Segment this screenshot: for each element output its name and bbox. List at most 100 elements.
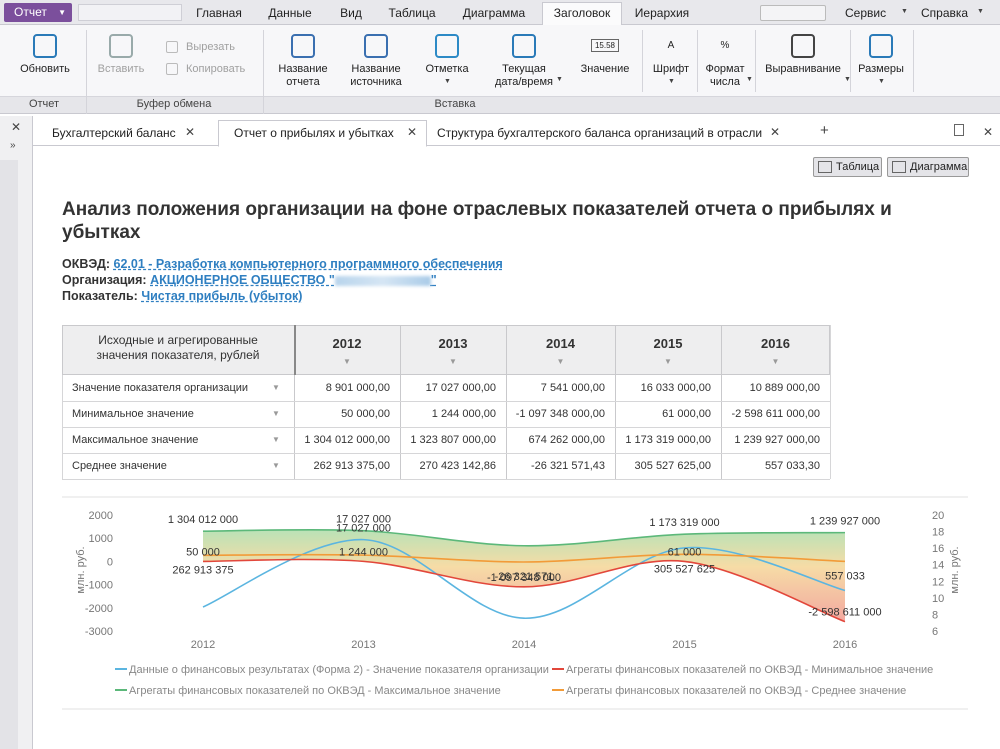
legend-entry: Данные о финансовых результатах (Форма 2… [129,664,549,676]
ribbon-group-label: Отчет [28,98,60,110]
field-link[interactable]: " [430,273,437,287]
filter-icon[interactable]: ▼ [343,357,351,366]
menu-tab[interactable]: Данные [268,6,312,20]
menu-tab[interactable]: Иерархия [634,6,690,20]
ribbon-button[interactable]: Вставить [97,63,145,75]
menu-tab[interactable]: Заголовок [553,6,611,20]
small-icon [166,41,178,53]
table-cell: 50 000,00 [341,408,390,420]
ribbon-button[interactable]: Значение [580,63,630,75]
ribbon-button[interactable]: Выравнивание [765,63,841,75]
series-line [202,558,846,623]
row-line [62,453,830,454]
ribbon-button[interactable]: Отметка [425,63,469,75]
doc-tab[interactable]: Отчет о прибылях и убытках [234,126,394,140]
ribbon-button[interactable]: Шрифт [652,63,690,75]
view-button-label: Диаграмма [910,161,968,173]
table-cell: Значение показателя организации [72,382,249,394]
tab-close[interactable]: ✕ [770,125,781,139]
column-header: 2016 [761,336,790,351]
group-separator [86,30,87,114]
doc-tab[interactable]: Структура бухгалтерского баланса организ… [437,126,763,140]
data-label: -1 097 348 000 [487,572,561,584]
report-menu-button[interactable]: Отчет ▼ [4,3,72,22]
view-button[interactable]: Диаграмма [887,157,969,177]
dropdown-arrow: ▼ [844,76,851,83]
table-cell: -26 321 571,43 [530,460,605,472]
field-link[interactable]: Чистая прибыль (убыток) [141,289,303,303]
col-separator [506,325,507,479]
ribbon-group-label: Буфер обмена [136,98,212,110]
close-all[interactable]: ✕ [983,125,994,139]
column-header: 2012 [332,336,362,351]
quick-access [78,4,182,21]
report-title: Анализ положения организации на фоне отр… [62,199,892,243]
y2-tick-label: 16 [932,543,944,555]
menu-tab[interactable]: Диаграмма [462,6,526,20]
ribbon-button[interactable]: Копировать [186,63,246,75]
filter-icon[interactable]: ▼ [272,461,280,470]
nav-buttons [760,5,826,21]
table-cell: 305 527 625,00 [634,460,711,472]
data-label: -2 598 611 000 [808,607,881,619]
table-cell: 1 173 319 000,00 [625,434,711,446]
ribbon-button[interactable]: Название источника [350,63,402,88]
tab-menu[interactable] [954,124,964,136]
data-label: 1 239 927 000 [810,516,880,528]
dropdown-arrow: ▼ [901,8,908,15]
doc-tab[interactable]: Бухгалтерский баланс [52,126,176,140]
button-icon [869,34,893,58]
group-separator [697,30,698,92]
filter-icon[interactable]: ▼ [556,357,565,366]
ribbon-button[interactable]: Обновить [20,63,70,75]
button-icon: % [720,40,730,51]
group-separator [850,30,851,92]
table-cell: 61 000,00 [662,408,711,420]
ribbon-button[interactable]: Вырезать [186,41,235,53]
button-icon [33,34,57,58]
y2-tick-label: 12 [932,576,944,588]
filter-icon[interactable]: ▼ [449,357,457,366]
table-cell: 1 239 927 000,00 [734,434,820,446]
view-button[interactable]: Таблица [813,157,882,177]
expand-panel[interactable]: » [10,140,16,151]
ribbon-button[interactable]: Размеры [858,63,904,75]
field-link[interactable]: АКЦИОНЕРНОЕ ОБЩЕСТВО " [150,273,335,287]
column-header: Исходные и агрегированные значения показ… [96,333,260,362]
col-separator [615,325,616,479]
table-cell: 674 262 000,00 [528,434,605,446]
menu-tab[interactable]: Таблица [388,6,436,20]
active-tab-bg [542,2,622,26]
table-cell: 1 323 807 000,00 [410,434,496,446]
data-label: 305 527 625 [654,563,715,575]
table-cell: Максимальное значение [72,434,199,446]
tab-close[interactable]: ✕ [407,125,418,139]
filter-icon[interactable]: ▼ [272,383,280,392]
right-menu-item[interactable]: Справка [921,6,969,20]
menu-tab[interactable]: Главная [196,6,242,20]
small-icon [166,63,178,75]
new-tab[interactable]: + [820,122,829,139]
y-tick-label: 1000 [89,533,113,545]
menu-tab[interactable]: Вид [340,6,362,20]
filter-icon[interactable]: ▼ [272,409,280,418]
group-separator [642,30,643,92]
close-panel[interactable]: ✕ [11,120,22,134]
series-line [202,528,846,547]
ribbon-button[interactable]: Название отчета [278,63,328,88]
filter-icon[interactable]: ▼ [272,435,280,444]
right-menu-item[interactable]: Сервис [845,6,887,20]
data-label: 1 173 319 000 [649,517,719,529]
y2-tick-label: 20 [932,510,944,522]
column-header: 2013 [438,336,468,351]
filter-icon[interactable]: ▼ [771,357,780,366]
ribbon-button[interactable]: Формат числа [705,63,745,88]
ribbon-button[interactable]: Текущая дата/время [495,63,553,88]
tab-close[interactable]: ✕ [185,125,196,139]
filter-icon[interactable]: ▼ [664,357,672,366]
field-label: ОКВЭД: [62,257,111,271]
group-separator [913,30,914,92]
row-line [62,427,830,428]
field-link[interactable]: 62.01 - Разработка компьютерного програм… [113,257,503,271]
